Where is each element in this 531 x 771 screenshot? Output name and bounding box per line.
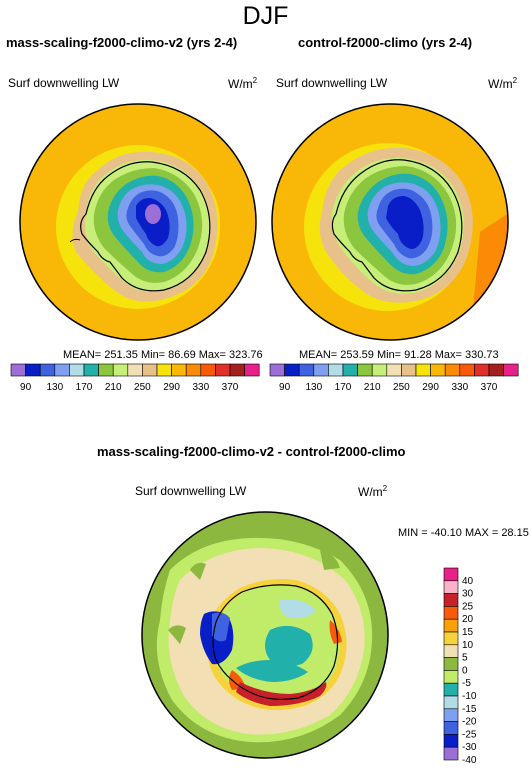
panel2-map — [271, 103, 509, 341]
colorbar-swatch — [503, 363, 519, 377]
colorbar-swatch — [54, 363, 70, 377]
diff-variable-label: Surf downwelling LW — [135, 484, 247, 498]
colorbar-swatch — [443, 580, 459, 594]
colorbar-swatch — [443, 657, 459, 671]
colorbar-swatch — [443, 682, 459, 697]
colorbar-swatch — [444, 363, 461, 377]
colorbar-label: 330 — [451, 382, 468, 393]
colorbar-label: 290 — [422, 382, 439, 393]
colorbar-swatch — [127, 363, 143, 377]
colorbar-swatch — [443, 644, 459, 658]
colorbar-label: 90 — [279, 382, 291, 393]
colorbar-swatch — [443, 746, 459, 761]
colorbar-swatch — [415, 363, 431, 377]
colorbar-label: 170 — [335, 382, 352, 393]
colorbar-swatch — [443, 618, 459, 633]
colorbar-swatch — [25, 363, 41, 377]
colorbar-swatch — [443, 593, 459, 607]
colorbar-label: -10 — [462, 691, 477, 702]
colorbar-swatch — [371, 363, 388, 377]
colorbar-label: 170 — [76, 382, 93, 393]
colorbar-swatch — [284, 363, 300, 377]
diff-units: W/m2 — [358, 484, 388, 499]
panel2-colorbar: 90 130 170 210 250 290 330 370 — [269, 363, 519, 393]
panel1-units: W/m2 — [228, 76, 258, 91]
colorbar-swatch — [386, 363, 402, 377]
colorbar-label: 5 — [462, 653, 468, 664]
colorbar-swatch — [459, 363, 475, 377]
colorbar-swatch — [443, 631, 459, 646]
colorbar-label: 210 — [364, 382, 381, 393]
colorbar-swatch — [313, 363, 329, 377]
colorbar-swatch — [443, 606, 459, 620]
colorbar-label: 250 — [393, 382, 410, 393]
colorbar-swatch — [69, 363, 85, 377]
colorbar-label: 25 — [462, 601, 474, 612]
panel1-title: mass-scaling-f2000-climo-v2 (yrs 2-4) — [6, 35, 238, 50]
colorbar-swatch — [443, 567, 459, 582]
colorbar-label: 20 — [462, 614, 474, 625]
colorbar-label: -25 — [462, 729, 477, 740]
page-title: DJF — [242, 2, 289, 30]
colorbar-swatch — [229, 363, 245, 377]
colorbar-swatch — [244, 363, 260, 377]
diff-map — [141, 511, 389, 759]
colorbar-swatch — [443, 721, 459, 735]
panel2-units: W/m2 — [488, 76, 518, 91]
colorbar-swatch — [269, 363, 285, 377]
colorbar-swatch — [215, 363, 231, 377]
diff-stats: MIN = -40.10 MAX = 28.15 — [398, 527, 529, 539]
colorbar-swatch — [98, 363, 114, 377]
colorbar-label: 290 — [163, 382, 180, 393]
colorbar-label: 250 — [134, 382, 151, 393]
colorbar-label: -20 — [462, 717, 477, 728]
colorbar-swatch — [328, 363, 344, 377]
colorbar-swatch — [342, 363, 358, 377]
colorbar-label: 370 — [222, 382, 239, 393]
colorbar-label: 10 — [462, 640, 474, 651]
colorbar-swatch — [443, 708, 459, 722]
colorbar-swatch — [171, 363, 187, 377]
colorbar-label: -40 — [462, 755, 477, 766]
panel1-colorbar: 90 130 170 210 250 290 330 370 — [10, 363, 260, 393]
colorbar-label: 40 — [462, 576, 474, 587]
colorbar-label: 30 — [462, 589, 474, 600]
colorbar-swatch — [488, 363, 504, 377]
colorbar-swatch — [443, 734, 459, 748]
colorbar-swatch — [401, 363, 417, 377]
colorbar-swatch — [200, 363, 216, 377]
colorbar-swatch — [357, 363, 373, 377]
colorbar-swatch — [298, 363, 315, 377]
colorbar-swatch — [83, 363, 99, 377]
colorbar-label: -15 — [462, 704, 477, 715]
colorbar-swatch — [156, 363, 172, 377]
panel2-stats: MEAN= 253.59 Min= 91.28 Max= 330.73 — [299, 349, 499, 361]
colorbar-swatch — [474, 363, 490, 377]
colorbar-swatch — [39, 363, 56, 377]
panel1-variable-label: Surf downwelling LW — [8, 76, 120, 90]
panel1-map — [19, 103, 257, 341]
diff-title: mass-scaling-f2000-climo-v2 - control-f2… — [97, 444, 406, 459]
panel2-variable-label: Surf downwelling LW — [276, 76, 388, 90]
colorbar-swatch — [443, 670, 459, 684]
colorbar-label: -5 — [462, 678, 471, 689]
colorbar-swatch — [142, 363, 158, 377]
colorbar-label: 0 — [462, 665, 468, 676]
colorbar-label: 90 — [20, 382, 32, 393]
colorbar-label: 330 — [192, 382, 209, 393]
colorbar-swatch — [10, 363, 26, 377]
panel2-title: control-f2000-climo (yrs 2-4) — [298, 35, 473, 50]
colorbar-label: -30 — [462, 742, 477, 753]
colorbar-label: 370 — [481, 382, 498, 393]
colorbar-swatch — [112, 363, 129, 377]
colorbar-swatch — [443, 695, 459, 710]
colorbar-swatch — [185, 363, 202, 377]
colorbar-label: 15 — [462, 627, 474, 638]
colorbar-label: 210 — [105, 382, 122, 393]
panel1-stats: MEAN= 251.35 Min= 86.69 Max= 323.76 — [63, 349, 263, 361]
colorbar-swatch — [430, 363, 446, 377]
colorbar-label: 130 — [305, 382, 322, 393]
colorbar-label: 130 — [46, 382, 63, 393]
